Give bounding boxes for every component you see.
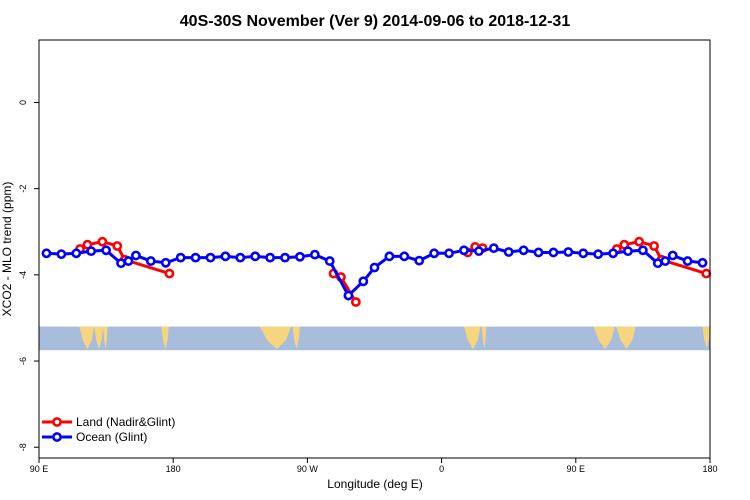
- x-tick-label: 180: [702, 464, 717, 474]
- data-point: [593, 249, 604, 260]
- data-point: [429, 248, 440, 259]
- data-point: [473, 246, 484, 257]
- plot-area-frame: [38, 39, 711, 459]
- data-point: [697, 257, 708, 268]
- map-ocean: [39, 326, 710, 351]
- map-land-mass: [161, 326, 169, 350]
- y-tick-label: 0: [18, 100, 28, 105]
- data-point: [116, 258, 126, 269]
- x-axis: 90 E 180 90 W 0 90 E 180: [30, 458, 718, 474]
- data-point: [384, 251, 395, 262]
- x-tick-label: 90 W: [297, 464, 319, 474]
- x-tick-label: 90 E: [30, 464, 49, 474]
- data-point: [701, 268, 712, 279]
- data-point: [235, 252, 246, 263]
- data-point: [250, 251, 261, 262]
- legend-label: Land (Nadir&Glint): [76, 415, 175, 429]
- data-point: [608, 248, 618, 259]
- chart-title: 40S-30S November (Ver 9) 2014-09-06 to 2…: [180, 13, 571, 30]
- data-point: [205, 252, 216, 263]
- data-point: [444, 248, 454, 259]
- data-point: [548, 247, 559, 258]
- data-point: [41, 248, 52, 259]
- map-land-mass: [103, 326, 108, 350]
- data-point: [533, 247, 544, 258]
- data-point: [682, 256, 693, 266]
- y-axis-label: XCO2 - MLO trend (ppm): [0, 182, 14, 317]
- data-point: [86, 246, 97, 257]
- data-point: [190, 252, 201, 263]
- map-land-mass: [292, 326, 300, 350]
- x-tick-label: 180: [166, 464, 181, 474]
- data-point: [369, 262, 380, 273]
- data-point: [309, 249, 320, 260]
- data-point: [265, 252, 276, 263]
- data-point: [295, 251, 305, 262]
- data-point: [160, 257, 171, 268]
- data-point: [503, 247, 514, 257]
- data-point: [623, 246, 633, 257]
- map-land-mass: [593, 326, 615, 350]
- map-band: [39, 326, 710, 351]
- map-land-mass: [94, 326, 104, 350]
- data-point: [123, 256, 134, 266]
- legend-marker: [52, 432, 62, 442]
- data-point: [112, 241, 123, 251]
- map-land-mass: [79, 326, 95, 350]
- data-point: [652, 258, 663, 269]
- data-point: [488, 243, 499, 254]
- map-land-mass: [259, 326, 291, 350]
- x-axis-label: Longitude (deg E): [327, 477, 422, 491]
- series-land: [75, 236, 712, 307]
- y-axis: 0 -2 -4 -6 -8: [18, 100, 39, 451]
- legend-label: Ocean (Glint): [76, 430, 147, 444]
- map-land-mass: [702, 326, 710, 350]
- y-tick-label: -8: [18, 443, 28, 451]
- data-point: [518, 245, 529, 256]
- data-point: [399, 251, 410, 262]
- data-point: [220, 251, 231, 262]
- data-point: [634, 236, 645, 247]
- data-point: [459, 245, 469, 256]
- data-point: [358, 276, 369, 287]
- data-point: [638, 245, 648, 256]
- data-point: [97, 236, 108, 247]
- series-ocean: [41, 243, 708, 301]
- x-tick-label: 0: [439, 464, 444, 474]
- data-point: [324, 256, 335, 266]
- x-tick-label: 90 E: [567, 464, 586, 474]
- data-point: [667, 250, 678, 261]
- map-land-mass: [463, 326, 481, 350]
- data-point: [280, 252, 290, 263]
- data-point: [660, 256, 671, 266]
- map-land-mass: [616, 326, 636, 350]
- data-point: [175, 252, 186, 263]
- data-point: [578, 248, 589, 259]
- y-tick-label: -2: [18, 185, 28, 193]
- legend: Land (Nadir&Glint)Ocean (Glint): [42, 415, 175, 444]
- legend-marker: [52, 417, 62, 427]
- data-point: [343, 290, 354, 301]
- data-point: [350, 297, 361, 307]
- map-land-mass: [481, 326, 487, 350]
- data-point: [56, 249, 67, 260]
- data-point: [563, 247, 574, 257]
- y-tick-label: -6: [18, 357, 28, 365]
- data-point: [649, 241, 659, 251]
- data-point: [101, 245, 111, 256]
- data-point: [131, 250, 141, 261]
- data-point: [414, 255, 425, 266]
- y-tick-label: -4: [18, 271, 28, 279]
- data-point: [164, 268, 175, 279]
- series-layer: [41, 236, 712, 307]
- data-point: [71, 248, 82, 259]
- data-point: [145, 256, 156, 266]
